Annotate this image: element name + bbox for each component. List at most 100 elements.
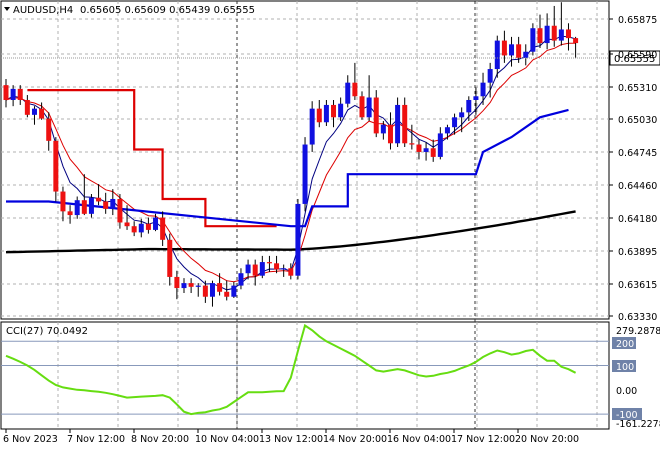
candle bbox=[352, 62, 358, 100]
candle-body bbox=[516, 44, 522, 58]
candle bbox=[373, 90, 379, 138]
cci-level-badge bbox=[612, 408, 642, 420]
time-tick-label: 10 Nov 04:00 bbox=[195, 434, 259, 445]
price-tick-label: 0.65030 bbox=[618, 115, 657, 126]
symbol-caption: AUDUSD,H4 bbox=[13, 5, 73, 16]
candle bbox=[153, 213, 159, 232]
candle bbox=[103, 192, 109, 214]
candle-body bbox=[437, 133, 443, 157]
cci-level-lines bbox=[1, 340, 609, 415]
candle-body bbox=[480, 82, 486, 97]
candle-body bbox=[3, 85, 9, 100]
candle bbox=[167, 233, 173, 286]
ohlc-caption: 0.65605 0.65609 0.65439 0.65555 bbox=[80, 5, 255, 16]
cci-tick-label: -100 bbox=[616, 410, 638, 421]
price-tick-label: 0.64180 bbox=[618, 214, 657, 225]
candle bbox=[53, 137, 59, 202]
candle bbox=[338, 97, 344, 122]
candle-body bbox=[138, 223, 144, 233]
candle-body bbox=[110, 198, 116, 209]
candle bbox=[544, 13, 550, 50]
candle-body bbox=[444, 127, 450, 134]
candle bbox=[494, 35, 500, 78]
candle-body bbox=[466, 99, 472, 113]
chart-header: AUDUSD,H4 0.65605 0.65609 0.65439 0.6555… bbox=[4, 5, 255, 16]
candle-body bbox=[96, 197, 102, 202]
candle bbox=[345, 75, 351, 108]
cci-tick-label: 200 bbox=[616, 339, 634, 350]
candle-body bbox=[402, 104, 408, 144]
price-tick-label: 0.63330 bbox=[618, 312, 657, 323]
candle-body bbox=[459, 112, 465, 118]
candle bbox=[117, 194, 123, 229]
candle bbox=[452, 113, 458, 135]
candle-body bbox=[288, 268, 294, 276]
candle bbox=[423, 142, 429, 161]
candle-body bbox=[160, 217, 166, 240]
price-tick-label: 0.64745 bbox=[618, 148, 657, 159]
candle-body bbox=[387, 124, 393, 144]
candle-body bbox=[231, 285, 237, 297]
candle-body bbox=[103, 201, 109, 209]
candle bbox=[46, 112, 52, 151]
candle-body bbox=[124, 222, 130, 227]
price-grid bbox=[1, 1, 609, 429]
price-tick-label: 0.65310 bbox=[618, 83, 657, 94]
price-tick-label: 0.64460 bbox=[618, 181, 657, 192]
candle bbox=[10, 85, 16, 107]
candle-body bbox=[67, 211, 73, 216]
candle-body bbox=[473, 96, 479, 100]
time-tick-label: 8 Nov 20:00 bbox=[131, 434, 189, 445]
time-tick-label: 17 Nov 12:00 bbox=[451, 434, 515, 445]
candle-body bbox=[238, 273, 244, 286]
candle-body bbox=[373, 97, 379, 134]
candle-body bbox=[430, 148, 436, 157]
candle-body bbox=[573, 38, 579, 44]
current-price-label: 0.65555 bbox=[614, 54, 655, 65]
candle bbox=[195, 283, 201, 297]
candle bbox=[530, 23, 536, 56]
cci-tick-label: 100 bbox=[616, 362, 634, 373]
cci-level-badge bbox=[612, 360, 636, 372]
candle bbox=[565, 23, 571, 51]
price-tick-label: 0.63895 bbox=[618, 247, 657, 258]
candle-body bbox=[281, 268, 287, 270]
candle-body bbox=[145, 223, 151, 230]
dropdown-triangle-icon[interactable] bbox=[4, 7, 10, 11]
candle bbox=[3, 78, 9, 108]
candle bbox=[245, 259, 251, 280]
candle-body bbox=[494, 40, 500, 70]
candle-body bbox=[17, 88, 23, 100]
candle bbox=[160, 211, 166, 246]
candle bbox=[124, 205, 130, 230]
candle-body bbox=[39, 108, 45, 119]
candle bbox=[558, 2, 564, 46]
candle bbox=[380, 121, 386, 140]
cci-tick-label: 279.2878 bbox=[616, 326, 660, 337]
candle-body bbox=[81, 200, 87, 214]
candle-body bbox=[117, 198, 123, 223]
candle bbox=[366, 75, 372, 122]
cci-tick-label: 0.00 bbox=[616, 386, 637, 397]
candle-body bbox=[423, 148, 429, 152]
candle bbox=[487, 62, 493, 98]
candle-body bbox=[252, 264, 258, 276]
candlesticks bbox=[3, 2, 579, 307]
current-price-badge: 0.65555 bbox=[609, 50, 660, 66]
candle bbox=[295, 198, 301, 280]
candle bbox=[145, 217, 151, 234]
candle bbox=[288, 263, 294, 280]
candle bbox=[359, 91, 365, 120]
candle-body bbox=[509, 44, 515, 56]
candle bbox=[110, 189, 116, 216]
candle-body bbox=[259, 262, 265, 276]
candle bbox=[231, 281, 237, 298]
candle bbox=[551, 5, 557, 47]
price-tick-label: 0.65590 bbox=[618, 50, 657, 61]
candle bbox=[409, 124, 415, 150]
blue-step-line bbox=[6, 108, 569, 228]
candle-body bbox=[224, 291, 230, 297]
candle-body bbox=[331, 104, 337, 118]
candle bbox=[459, 107, 465, 133]
